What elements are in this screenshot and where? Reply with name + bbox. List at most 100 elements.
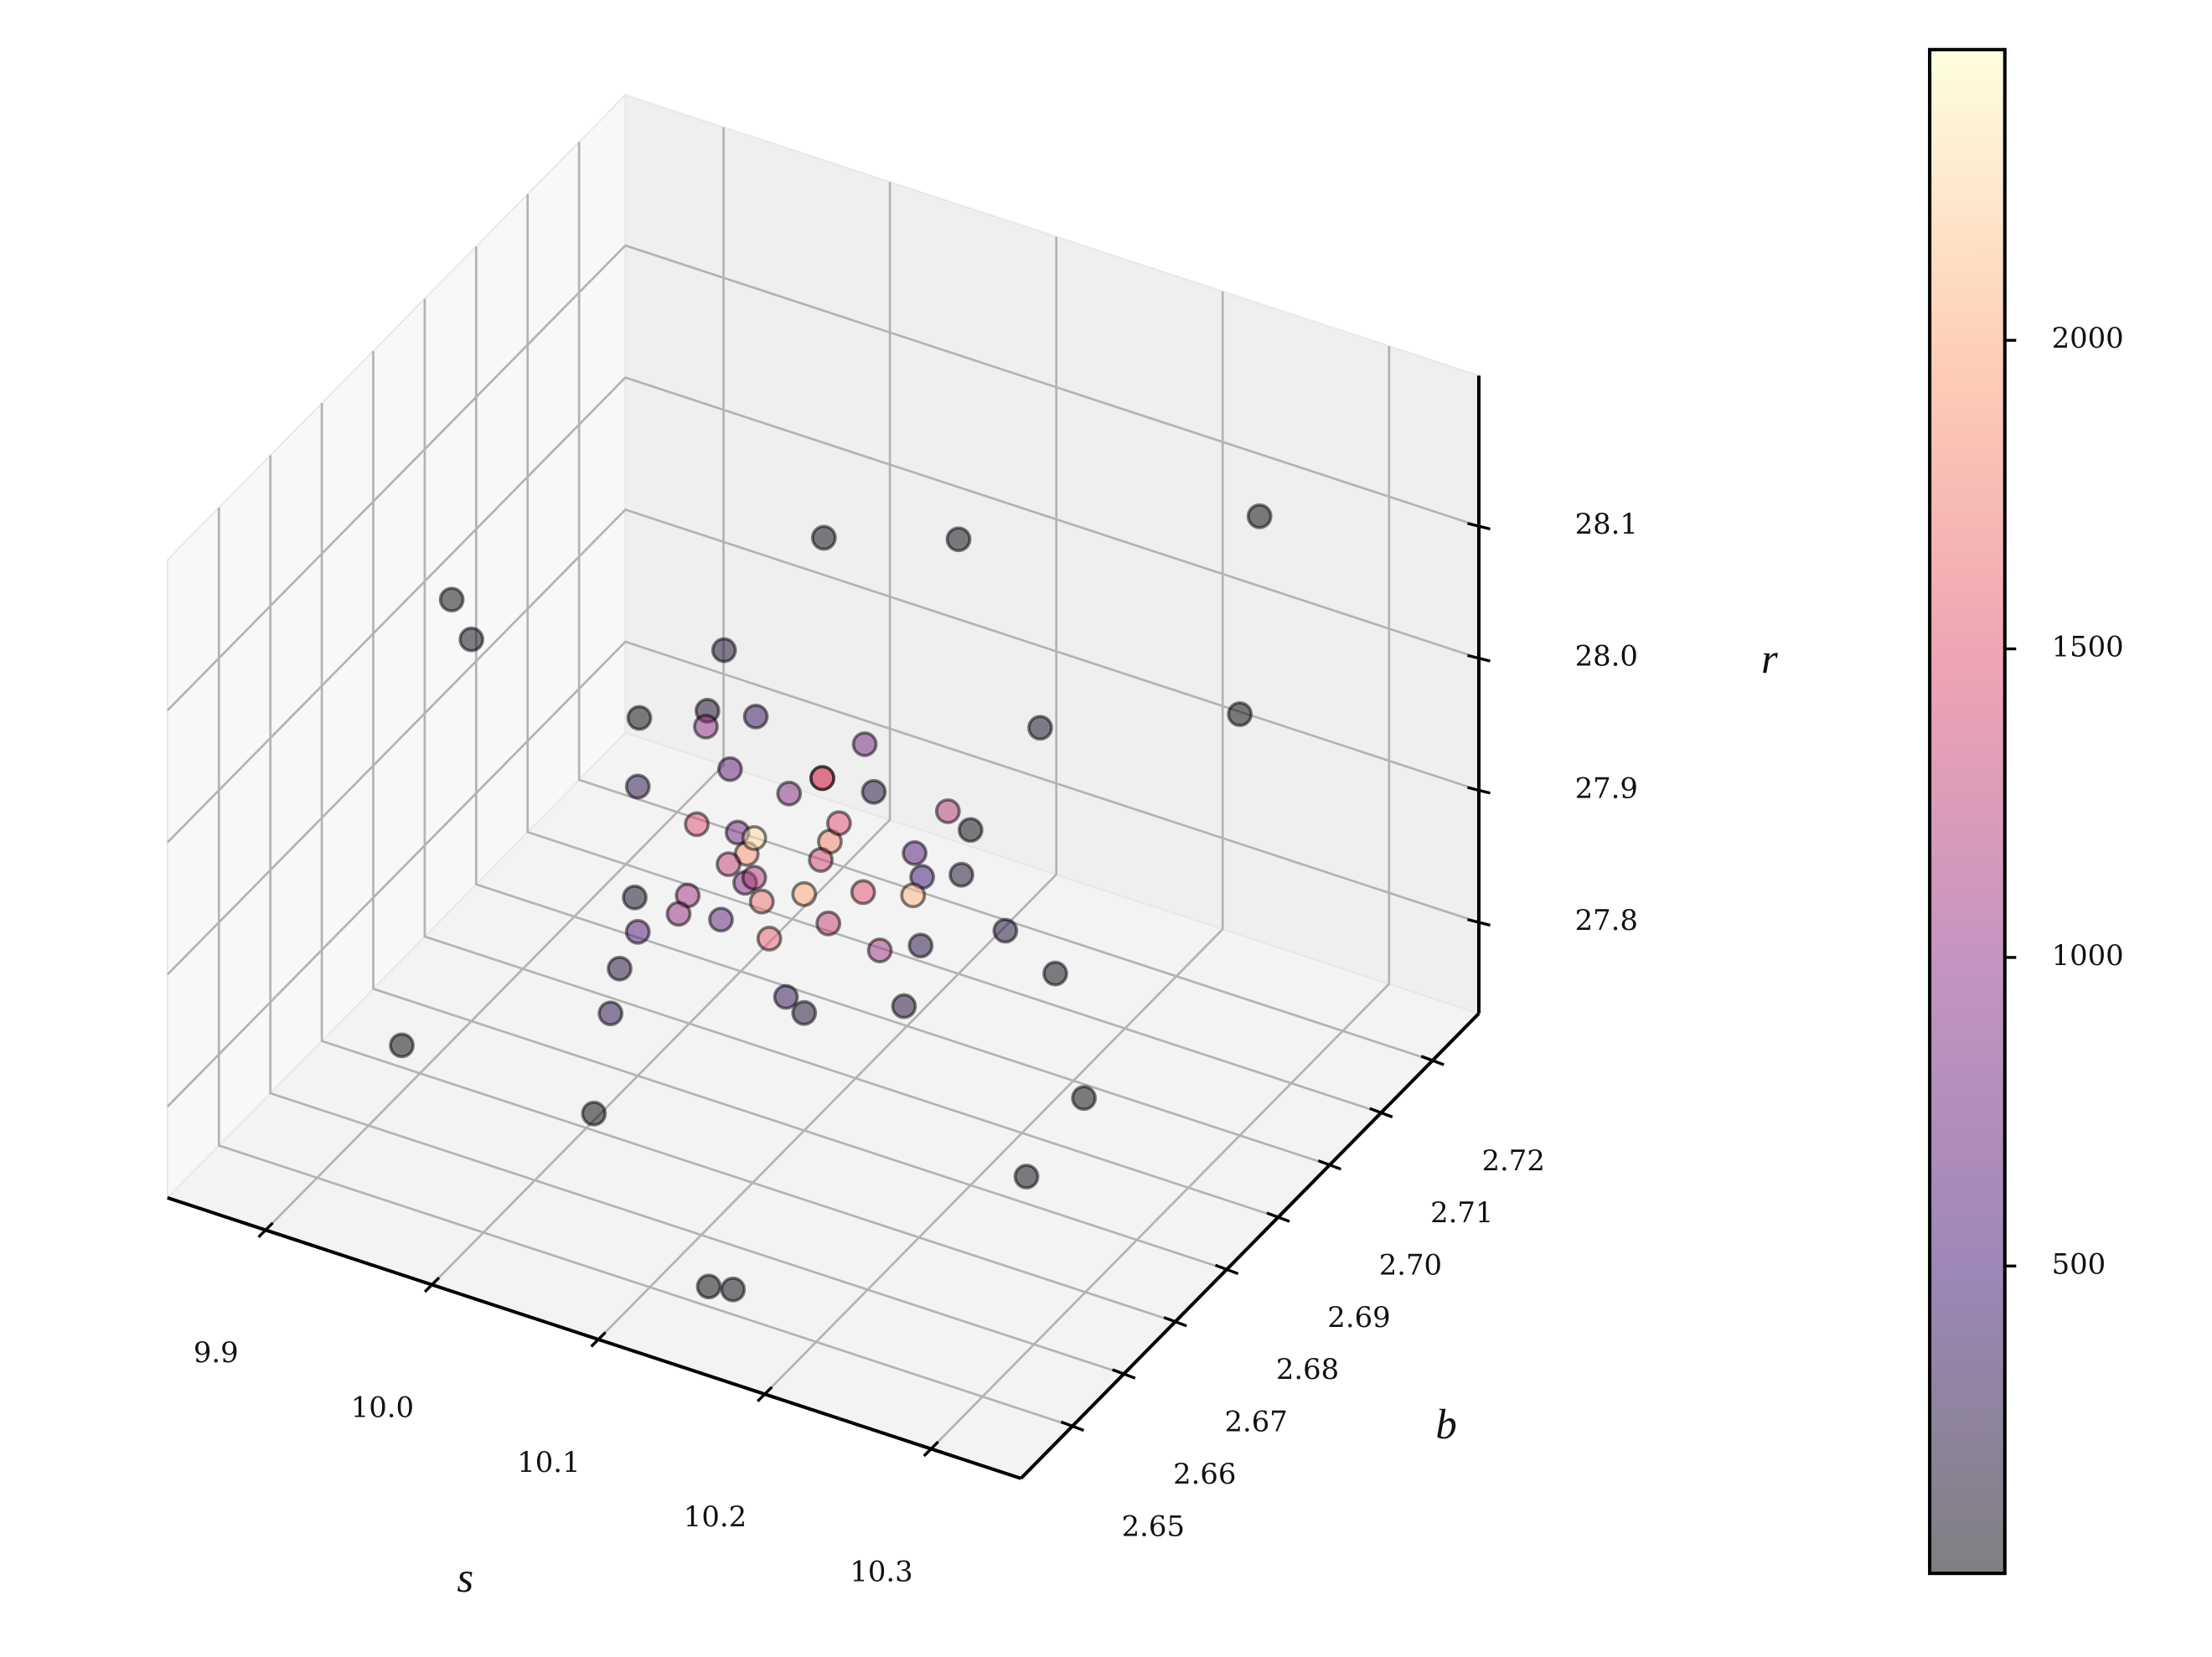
grid-line xyxy=(166,508,1480,976)
point xyxy=(708,906,734,933)
grid-line xyxy=(166,640,1480,1107)
y-tick-label: 2.66 xyxy=(1173,1458,1236,1490)
point xyxy=(773,983,799,1010)
z-tick-label: 27.9 xyxy=(1575,772,1638,804)
point xyxy=(791,999,818,1026)
grid-line xyxy=(217,507,1073,1427)
grid-line xyxy=(372,350,1227,1271)
point xyxy=(389,1032,415,1059)
point xyxy=(815,910,842,937)
x-tick-label: 10.1 xyxy=(517,1446,580,1479)
x-tick-label: 10.3 xyxy=(850,1555,912,1587)
points xyxy=(389,503,1273,1303)
axis-line xyxy=(167,1195,1022,1480)
point xyxy=(1042,960,1068,987)
point xyxy=(665,901,692,927)
point xyxy=(716,851,742,877)
grid xyxy=(166,126,1480,1450)
point xyxy=(945,526,972,553)
colorbar-tick-label: 1000 xyxy=(2052,939,2124,972)
point xyxy=(810,524,837,551)
colorbar-fill xyxy=(1928,48,2007,1576)
axis-line xyxy=(1020,1012,1481,1480)
grid-line xyxy=(269,455,1124,1376)
panes xyxy=(166,93,1481,1479)
point xyxy=(748,888,775,915)
colorbar-tick-label: 1500 xyxy=(2052,631,2124,663)
point xyxy=(866,937,893,963)
point xyxy=(458,626,485,653)
point xyxy=(742,704,769,730)
grid-line xyxy=(930,346,1391,1450)
point xyxy=(1013,1164,1040,1190)
x-tick-label: 10.0 xyxy=(351,1391,414,1424)
grid-line xyxy=(320,403,1176,1324)
point xyxy=(1227,701,1253,727)
point xyxy=(992,917,1019,944)
x-tick-label: 9.9 xyxy=(194,1336,239,1369)
point xyxy=(791,880,818,907)
z-tick-label: 28.0 xyxy=(1575,640,1638,673)
grid-line xyxy=(166,376,1480,844)
point xyxy=(1027,715,1053,741)
point xyxy=(624,918,651,945)
point xyxy=(626,705,653,731)
y-tick-label: 2.71 xyxy=(1430,1196,1493,1229)
y-tick-label: 2.72 xyxy=(1482,1144,1545,1177)
point xyxy=(720,1276,747,1303)
point xyxy=(809,765,835,792)
point xyxy=(861,778,887,805)
grid-line xyxy=(577,142,1434,1062)
y-tick-label: 2.68 xyxy=(1276,1353,1339,1386)
colorbar-tick-label: 500 xyxy=(2052,1247,2106,1280)
point xyxy=(695,1273,722,1300)
point xyxy=(900,882,927,909)
y-tick-label: 2.65 xyxy=(1122,1510,1185,1542)
grid-line xyxy=(474,246,1331,1166)
grid-line xyxy=(431,182,892,1286)
colorbar: 500 1000 1500 2000 xyxy=(1928,48,2124,1576)
point xyxy=(741,865,767,891)
z-axis-label: r xyxy=(1761,636,1778,683)
y-tick-label: 2.67 xyxy=(1224,1406,1287,1438)
grid-line xyxy=(597,236,1058,1340)
point xyxy=(808,847,835,873)
point xyxy=(607,955,633,982)
x-axis-label: s xyxy=(457,1554,473,1601)
y-axis-label: b xyxy=(1435,1401,1456,1448)
point xyxy=(711,637,737,663)
grid-line xyxy=(423,298,1279,1219)
z-tick-label: 27.8 xyxy=(1575,904,1638,937)
grid-line xyxy=(526,194,1382,1114)
point xyxy=(684,811,711,838)
point xyxy=(1071,1085,1098,1112)
point xyxy=(902,839,928,866)
point xyxy=(438,586,465,613)
point xyxy=(581,1100,607,1127)
point xyxy=(776,780,803,807)
y-tick-label: 2.69 xyxy=(1327,1301,1390,1334)
point xyxy=(948,861,974,888)
point xyxy=(693,713,719,740)
point xyxy=(1246,503,1273,529)
point xyxy=(957,817,984,844)
point xyxy=(716,756,743,782)
z-tick-label: 28.1 xyxy=(1575,508,1638,540)
point xyxy=(624,773,651,800)
point xyxy=(597,1000,624,1027)
axes: 9.9 10.0 10.1 10.2 10.3 2.65 2.66 2.67 2.68 2.69 2… xyxy=(167,375,1638,1587)
grid-line xyxy=(166,244,1480,712)
point xyxy=(934,798,961,824)
point xyxy=(825,810,852,837)
point xyxy=(851,731,878,757)
point xyxy=(756,926,783,952)
point xyxy=(622,884,648,911)
point xyxy=(891,993,917,1019)
grid-line xyxy=(763,291,1224,1396)
point xyxy=(850,879,876,906)
x-tick-label: 10.2 xyxy=(684,1500,747,1533)
point xyxy=(741,825,767,851)
colorbar-tick-label: 2000 xyxy=(2052,322,2124,354)
